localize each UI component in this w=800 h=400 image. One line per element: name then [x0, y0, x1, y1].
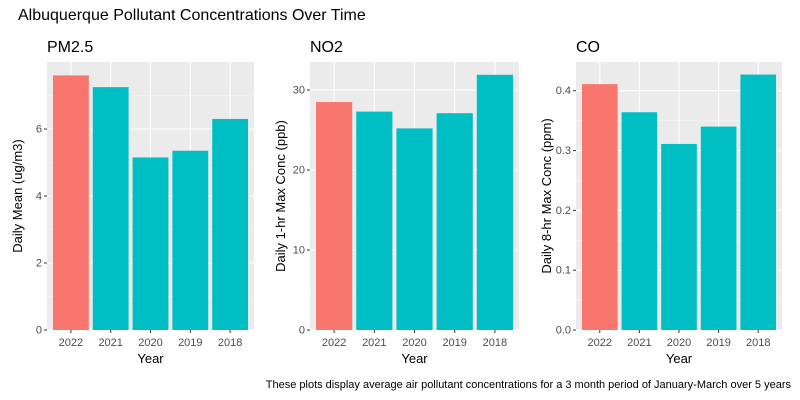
y-tick-label: 30 — [293, 85, 305, 97]
y-tick-label: 6 — [36, 124, 42, 136]
y-tick-label: 0.0 — [556, 325, 571, 337]
y-tick-label: 4 — [36, 191, 42, 203]
x-tick-label: 2019 — [178, 337, 202, 349]
x-axis-label: Year — [137, 351, 164, 366]
y-tick-label: 2 — [36, 258, 42, 270]
x-tick-label: 2021 — [362, 337, 386, 349]
y-tick-label: 0.2 — [556, 205, 571, 217]
page-title: Albuquerque Pollutant Concentrations Ove… — [18, 7, 366, 24]
y-tick-label: 0.4 — [556, 85, 571, 97]
bar-2022 — [581, 84, 618, 330]
y-tick-label: 0 — [36, 325, 42, 337]
bar-2020 — [132, 157, 169, 330]
bar-2020 — [396, 128, 433, 330]
x-tick-label: 2022 — [59, 337, 83, 349]
x-tick-label: 2020 — [138, 337, 162, 349]
caption: These plots display average air pollutan… — [265, 379, 791, 391]
bar-2021 — [356, 111, 393, 330]
bar-2019 — [436, 113, 473, 330]
y-tick-label: 0.1 — [556, 265, 571, 277]
panel-title: CO — [576, 39, 600, 56]
x-tick-label: 2021 — [98, 337, 122, 349]
bar-2019 — [172, 150, 209, 330]
x-tick-label: 2022 — [588, 337, 612, 349]
y-axis-label: Daily 8-hr Max Conc (ppm) — [539, 118, 554, 273]
x-tick-label: 2022 — [322, 337, 346, 349]
x-axis-label: Year — [666, 351, 693, 366]
y-tick-label: 0.3 — [556, 145, 571, 157]
bar-2020 — [661, 143, 697, 330]
x-tick-label: 2019 — [442, 337, 466, 349]
x-tick-label: 2018 — [746, 337, 770, 349]
x-tick-label: 2021 — [627, 337, 651, 349]
bar-2022 — [52, 75, 89, 331]
x-tick-label: 2018 — [483, 337, 507, 349]
x-tick-label: 2020 — [402, 337, 426, 349]
y-tick-label: 10 — [293, 245, 305, 257]
x-axis-label: Year — [401, 351, 428, 366]
x-tick-label: 2020 — [667, 337, 691, 349]
y-tick-label: 0 — [299, 325, 305, 337]
bar-2021 — [621, 112, 658, 330]
y-axis-label: Daily Mean (ug/m3) — [10, 139, 25, 252]
bar-2018 — [740, 74, 777, 330]
panel-title: NO2 — [310, 39, 343, 56]
y-tick-label: 20 — [293, 165, 305, 177]
y-axis-label: Daily 1-hr Max Conc (ppb) — [273, 120, 288, 272]
panel-title: PM2.5 — [47, 39, 93, 56]
x-tick-label: 2018 — [218, 337, 242, 349]
bar-2018 — [476, 74, 513, 330]
bar-2018 — [212, 118, 249, 330]
bar-2019 — [700, 126, 737, 330]
bar-2021 — [92, 87, 129, 330]
bar-2022 — [316, 102, 353, 330]
x-tick-label: 2019 — [706, 337, 730, 349]
